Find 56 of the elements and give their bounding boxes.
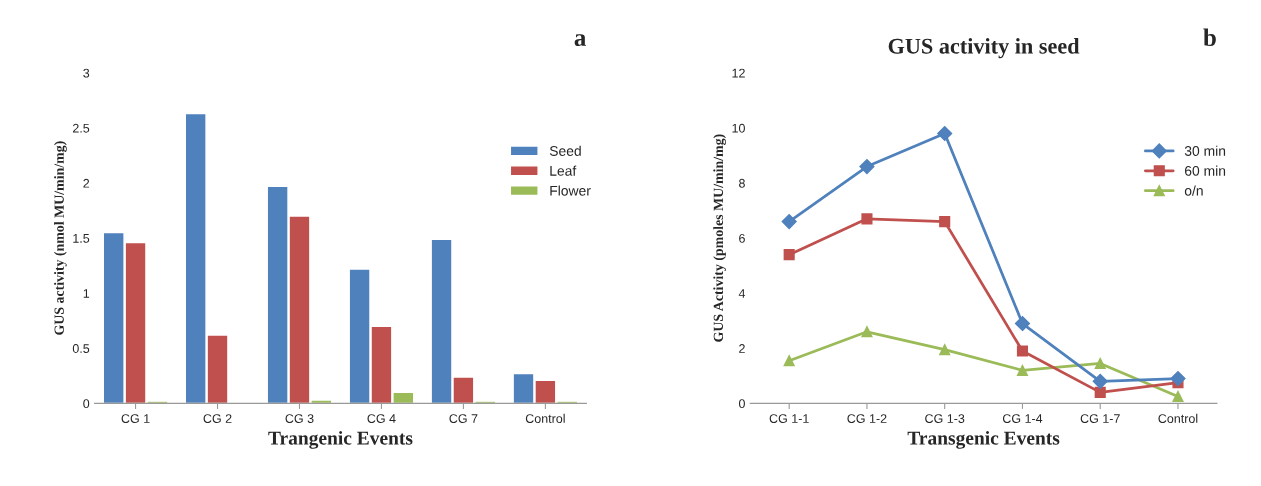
point bbox=[1016, 345, 1029, 357]
y-tick-label: 3 bbox=[83, 68, 90, 78]
y-tick-label: 2 bbox=[739, 344, 745, 353]
point bbox=[1172, 390, 1184, 403]
point bbox=[1016, 364, 1029, 376]
legend-label: o/n bbox=[1184, 185, 1203, 196]
x-tick-label: Control bbox=[525, 413, 565, 423]
legend-label: 60 min bbox=[1184, 165, 1226, 176]
x-tick-label: CG 1-4 bbox=[1002, 414, 1043, 423]
point bbox=[859, 158, 875, 175]
point bbox=[861, 326, 873, 338]
x-tick-label: CG 7 bbox=[449, 414, 478, 423]
y-tick-label: 6 bbox=[739, 233, 745, 243]
point bbox=[937, 125, 953, 142]
x-tick-label: CG 2 bbox=[203, 414, 232, 423]
y-tick-label: 1.5 bbox=[73, 234, 90, 243]
point bbox=[939, 344, 951, 356]
x-axis-title: Trangenic Events bbox=[268, 431, 413, 449]
point bbox=[1094, 386, 1106, 398]
legend-label: Leaf bbox=[550, 165, 577, 176]
y-tick-label: 2 bbox=[83, 178, 90, 188]
x-tick-label: Control bbox=[1158, 413, 1198, 423]
point bbox=[783, 249, 795, 261]
x-tick-label: CG 1-7 bbox=[1080, 414, 1120, 423]
y-axis-title: GUS activity (nmol MU/min/mg) bbox=[54, 141, 67, 335]
point bbox=[1014, 315, 1031, 332]
point bbox=[939, 216, 951, 228]
legend-label: Seed bbox=[549, 145, 581, 156]
point bbox=[781, 214, 797, 230]
y-tick-label: 12 bbox=[732, 68, 745, 78]
y-tick-label: 0 bbox=[738, 399, 745, 409]
text: b bbox=[1203, 28, 1216, 47]
y-tick-label: 0 bbox=[83, 399, 90, 409]
point bbox=[1170, 371, 1186, 387]
y-tick-label: 4 bbox=[738, 289, 746, 298]
y-tick-label: 1 bbox=[83, 289, 90, 298]
text: a bbox=[574, 34, 586, 47]
x-tick-label: CG 1-1 bbox=[769, 414, 809, 423]
x-axis-title: Transgenic Events bbox=[907, 431, 1060, 449]
y-tick-label: 8 bbox=[739, 178, 745, 188]
x-tick-label: CG 3 bbox=[285, 414, 314, 423]
x-tick-label: CG 4 bbox=[367, 414, 396, 423]
chart-title: GUS activity in seed bbox=[888, 38, 1080, 59]
x-tick-label: CG 1 bbox=[121, 414, 150, 423]
point bbox=[1092, 373, 1108, 389]
point bbox=[1094, 357, 1106, 370]
y-axis-title: GUS Activity (pmoles MU/min/mg) bbox=[713, 134, 726, 342]
x-tick-label: CG 1-3 bbox=[925, 414, 965, 423]
legend-label: Flower bbox=[550, 185, 591, 196]
x-tick-label: CG 1-2 bbox=[847, 414, 887, 423]
point bbox=[861, 213, 873, 225]
y-tick-label: 2.5 bbox=[72, 123, 90, 133]
y-tick-label: 10 bbox=[732, 123, 745, 133]
y-tick-label: 0.5 bbox=[72, 344, 90, 353]
point bbox=[783, 355, 795, 367]
legend-label: 30 min bbox=[1184, 145, 1226, 156]
